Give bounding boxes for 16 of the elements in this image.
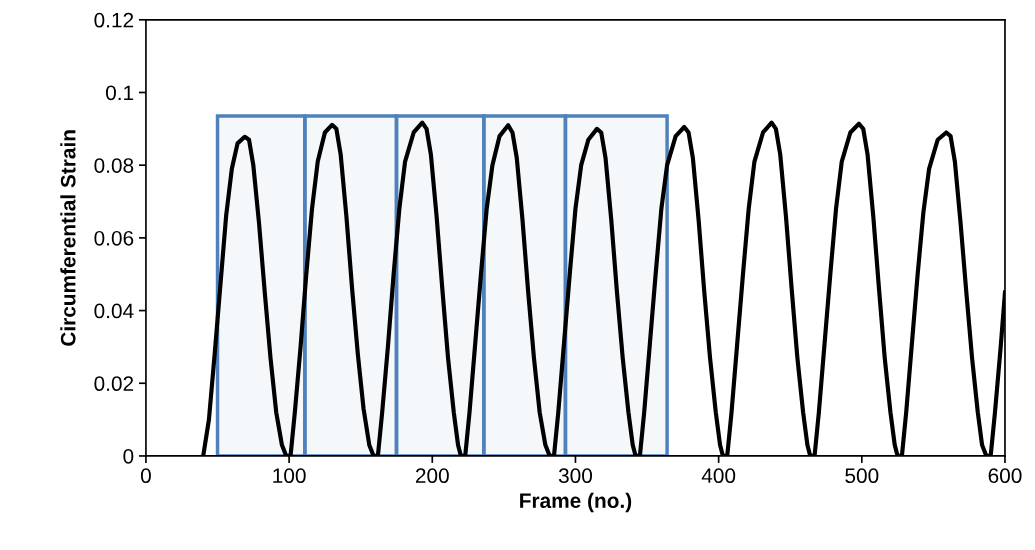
x-tick-label: 600 [988, 468, 1022, 484]
x-tick-label: 500 [845, 468, 879, 484]
y-axis-title: Circumferential Strain [60, 130, 76, 346]
y-tick-label: 0.06 [94, 230, 134, 246]
y-tick-label: 0.04 [94, 303, 134, 319]
y-tick-label: 0.02 [94, 376, 134, 392]
x-tick-label: 0 [140, 468, 151, 484]
x-tick-label: 100 [273, 468, 306, 484]
x-axis-title: Frame (no.) [520, 492, 632, 513]
y-tick-label: 0.1 [105, 85, 134, 101]
x-tick-label: 300 [558, 468, 593, 484]
x-tick-label: 400 [701, 468, 736, 484]
y-tick-label: 0.12 [94, 12, 134, 28]
y-tick-label: 0 [123, 448, 134, 464]
x-tick-label: 200 [415, 468, 449, 484]
y-tick-label: 0.08 [94, 158, 134, 173]
